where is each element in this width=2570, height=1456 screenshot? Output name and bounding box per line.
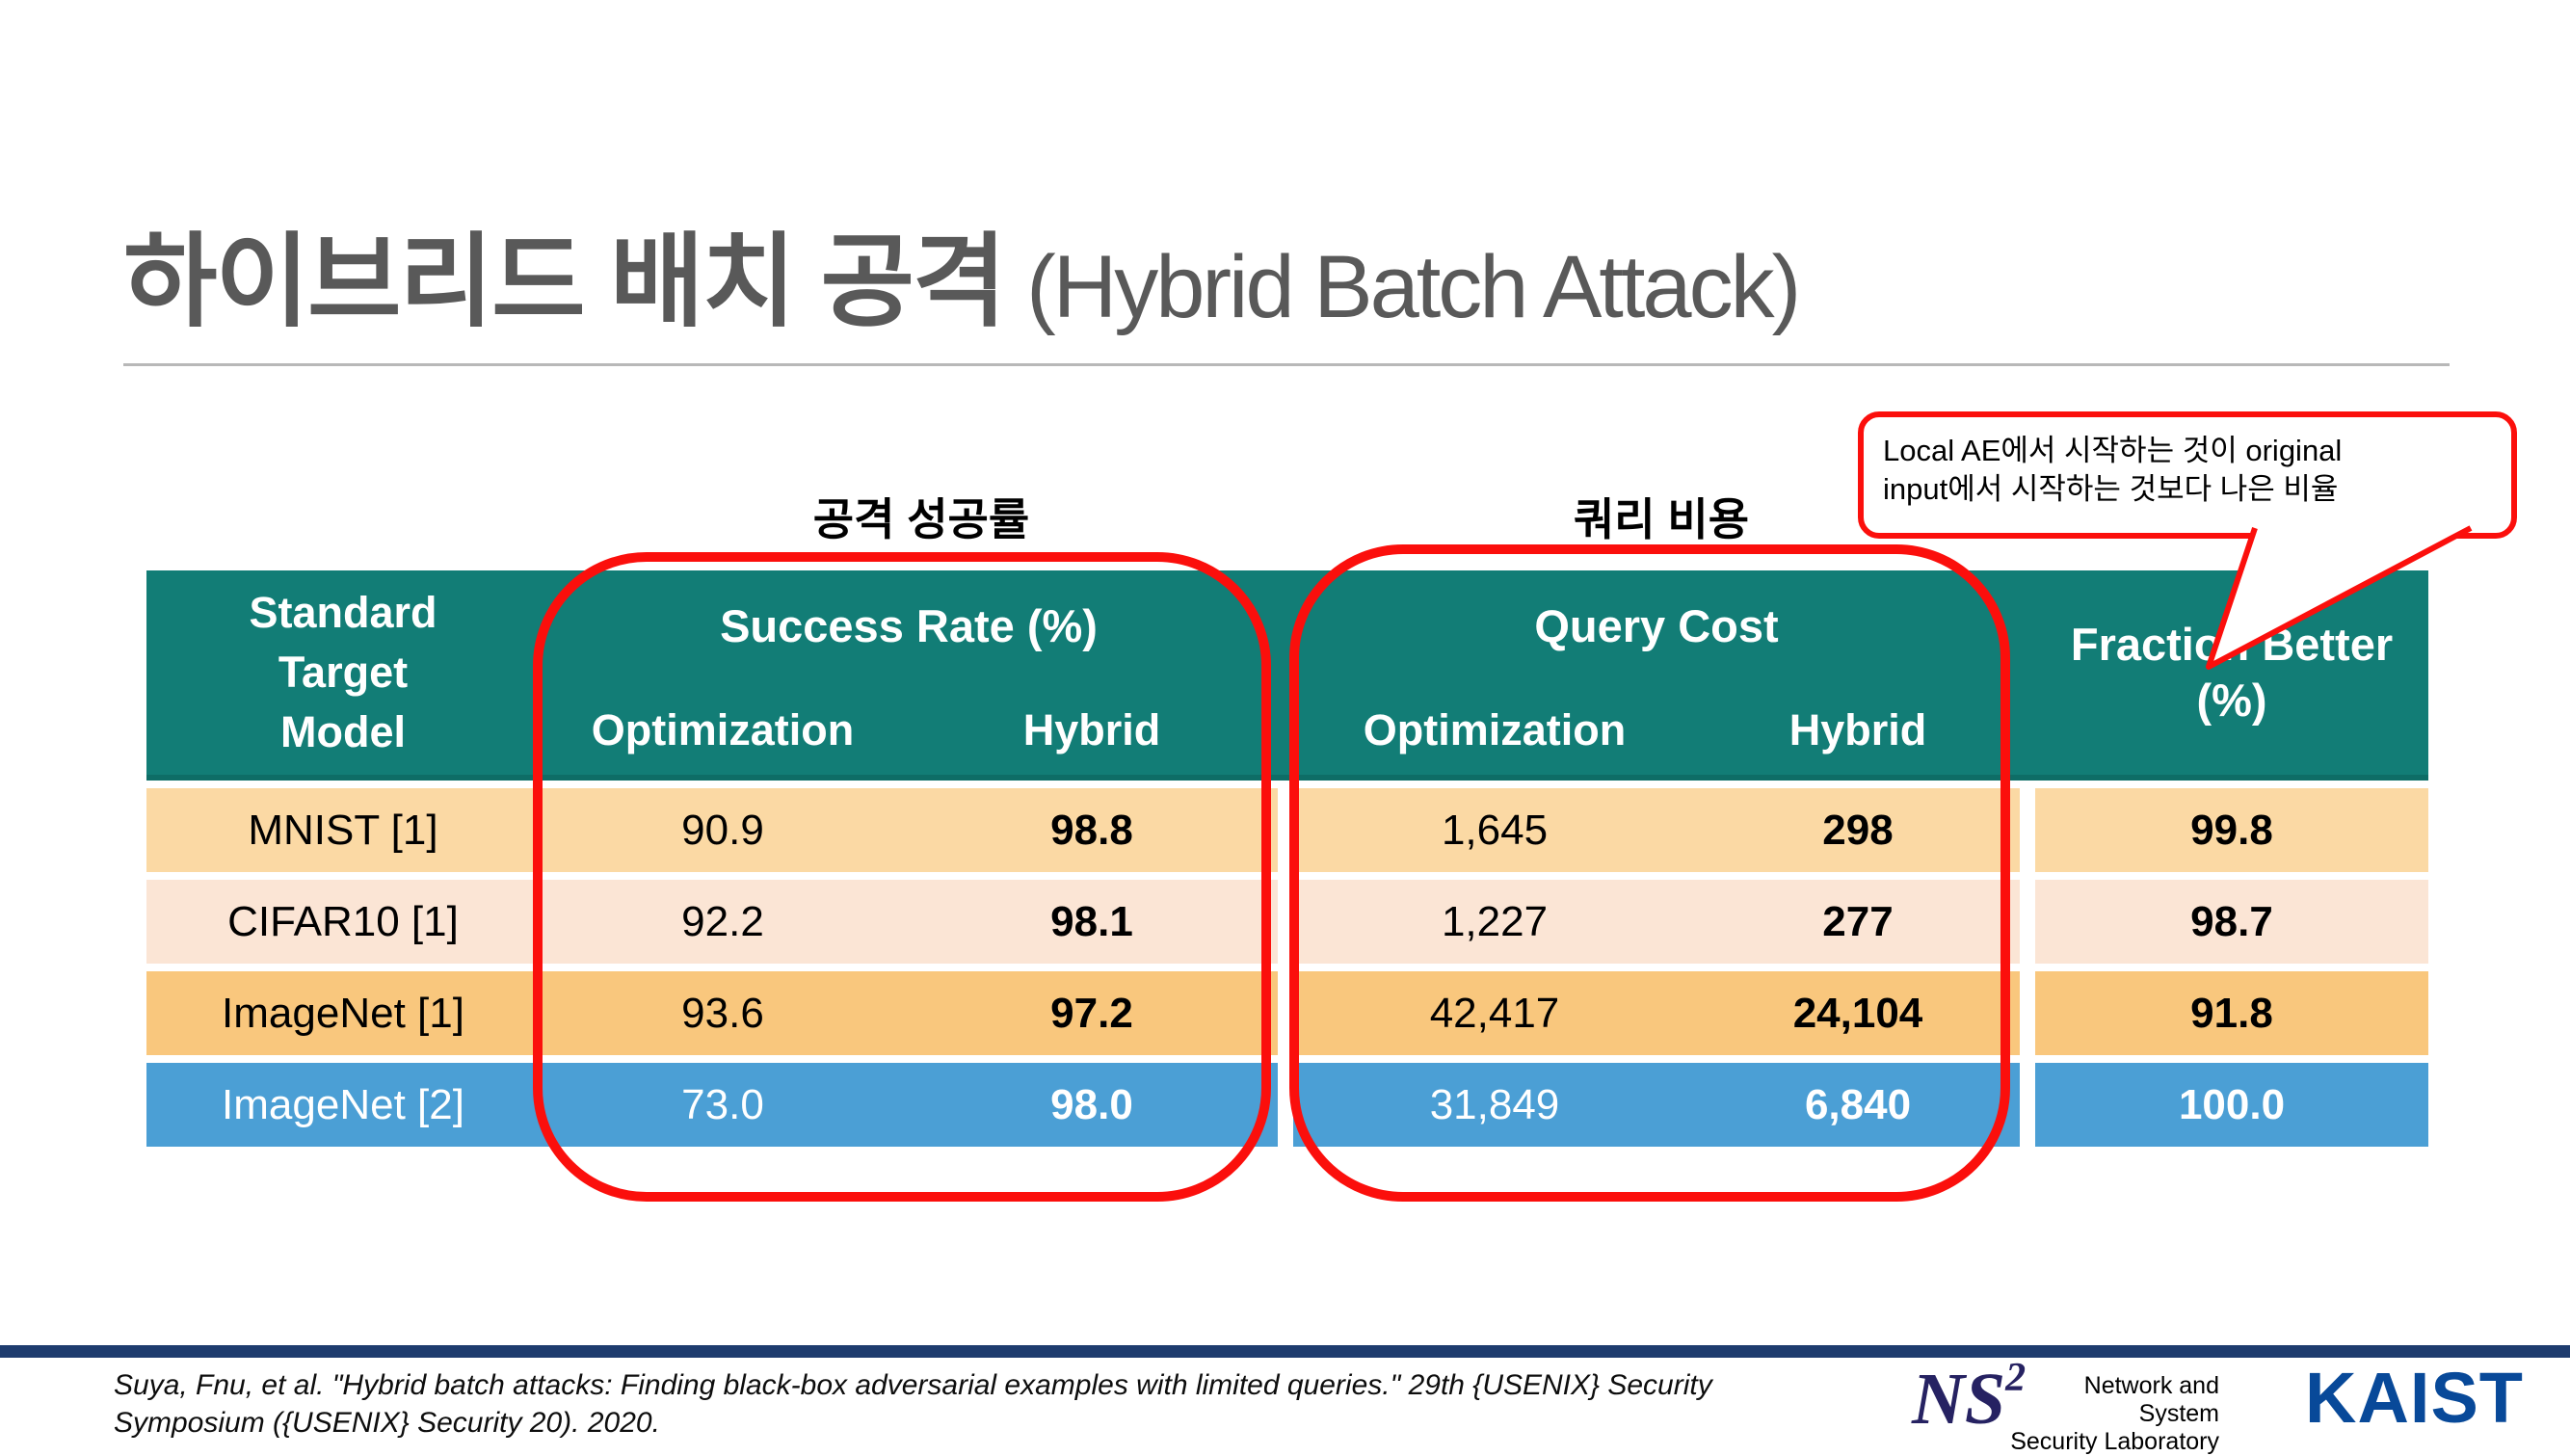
citation-line: Suya, Fnu, et al. "Hybrid batch attacks:…: [114, 1369, 1712, 1401]
cell-fraction-better: 98.7: [2035, 880, 2428, 964]
header-line: Fraction Better: [2070, 619, 2394, 670]
title-divider-line: [123, 363, 2450, 366]
citation-line: Symposium ({USENIX} Security 20). 2020.: [114, 1407, 660, 1439]
header-query-cost: Query Cost: [1534, 600, 1779, 651]
header-line: Standard: [249, 588, 437, 637]
kaist-logo: KAIST: [2305, 1358, 2524, 1438]
cell-sr-hybrid: 98.1: [906, 880, 1278, 964]
table-row-imagenet-2: ImageNet [2] 73.0 98.0 31,849 6,840 100.…: [146, 1063, 2428, 1147]
cell-qc-hybrid: 277: [1696, 880, 2020, 964]
cell-sr-optimization: 92.2: [540, 880, 906, 964]
slide-title-korean: 하이브리드 배치 공격: [123, 225, 1007, 339]
callout-line: Local AE에서 시작하는 것이 original: [1883, 434, 2343, 467]
results-table: Standard Target Model Success Rate (%) O…: [146, 570, 2428, 1147]
lab-name-line: Security Laboratory: [2010, 1428, 2219, 1455]
table-row-cifar10: CIFAR10 [1] 92.2 98.1 1,227 277 98.7: [146, 880, 2428, 964]
cell-qc-hybrid: 298: [1696, 788, 2020, 872]
callout-note: Local AE에서 시작하는 것이 original input에서 시작하는…: [1858, 411, 2517, 539]
cell-model: ImageNet [2]: [146, 1063, 540, 1147]
header-line: Model: [280, 707, 406, 756]
header-group-success-rate: Success Rate (%) Optimization Hybrid: [540, 570, 1278, 775]
cell-qc-optimization: 1,227: [1293, 880, 1696, 964]
lab-name-text: Network and System Security Laboratory: [2009, 1372, 2219, 1456]
slide-title: 하이브리드 배치 공격 (Hybrid Batch Attack): [123, 199, 1801, 347]
table-row-imagenet-1: ImageNet [1] 93.6 97.2 42,417 24,104 91.…: [146, 971, 2428, 1055]
cell-sr-optimization: 90.9: [540, 788, 906, 872]
ns2-logo-superscript: 2: [2005, 1356, 2027, 1400]
header-qc-optimization: Optimization: [1363, 705, 1627, 754]
column-gap: [2020, 788, 2035, 872]
citation-text: Suya, Fnu, et al. "Hybrid batch attacks:…: [114, 1366, 1712, 1442]
ns2-logo-text: NS: [1912, 1359, 2006, 1440]
cell-qc-hybrid: 24,104: [1696, 971, 2020, 1055]
header-sr-optimization: Optimization: [591, 705, 855, 754]
cell-model: CIFAR10 [1]: [146, 880, 540, 964]
cell-qc-optimization: 42,417: [1293, 971, 1696, 1055]
cell-sr-hybrid: 98.8: [906, 788, 1278, 872]
column-gap: [2020, 971, 2035, 1055]
footer-divider-bar: [0, 1345, 2570, 1358]
red-oval-success-rate: [533, 552, 1271, 1202]
header-line: Target: [278, 648, 409, 697]
callout-line: input에서 시작하는 것보다 나은 비율: [1883, 472, 2339, 506]
cell-model: ImageNet [1]: [146, 971, 540, 1055]
cell-fraction-better: 100.0: [2035, 1063, 2428, 1147]
cell-model: MNIST [1]: [146, 788, 540, 872]
slide-title-english: (Hybrid Batch Attack): [1004, 238, 1801, 336]
header-success-rate: Success Rate (%): [720, 600, 1098, 651]
column-gap: [2020, 1063, 2035, 1147]
success-rate-korean-label: 공격 성공률: [812, 494, 1030, 544]
lab-name-line: Network and System: [2083, 1372, 2219, 1427]
cell-sr-hybrid: 97.2: [906, 971, 1278, 1055]
cell-fraction-better: 91.8: [2035, 971, 2428, 1055]
header-line: (%): [2196, 675, 2267, 726]
column-gap: [2020, 880, 2035, 964]
query-cost-korean-label: 쿼리 비용: [1573, 494, 1750, 544]
header-group-query-cost: Query Cost Optimization Hybrid: [1278, 570, 2035, 775]
cell-qc-optimization: 1,645: [1293, 788, 1696, 872]
ns2-lab-logo: NS2: [1912, 1355, 2026, 1442]
header-sr-hybrid: Hybrid: [1022, 705, 1161, 754]
cell-fraction-better: 99.8: [2035, 788, 2428, 872]
table-header-row: Standard Target Model Success Rate (%) O…: [146, 570, 2428, 781]
cell-sr-optimization: 93.6: [540, 971, 906, 1055]
red-oval-query-cost: [1289, 544, 2010, 1202]
table-row-mnist: MNIST [1] 90.9 98.8 1,645 298 99.8: [146, 788, 2428, 872]
header-qc-hybrid: Hybrid: [1788, 705, 1927, 754]
header-standard-target-model: Standard Target Model: [146, 570, 540, 775]
header-fraction-better: Fraction Better (%): [2035, 570, 2428, 775]
